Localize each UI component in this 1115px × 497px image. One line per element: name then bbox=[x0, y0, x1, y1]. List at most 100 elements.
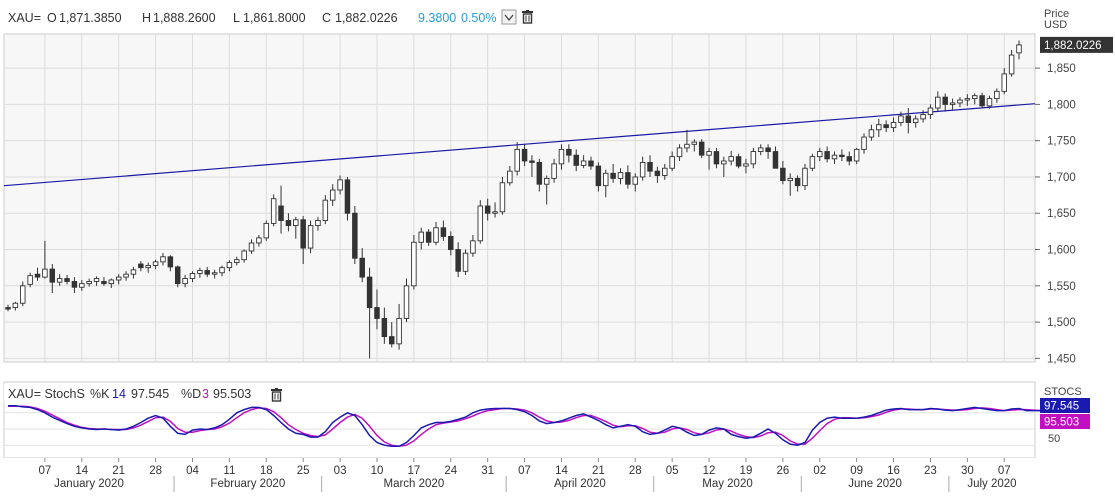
candle bbox=[167, 255, 174, 272]
candle bbox=[300, 216, 306, 265]
candle-body bbox=[411, 241, 417, 287]
candle bbox=[551, 158, 557, 183]
stoch-label: XAU= StochS bbox=[8, 387, 85, 401]
candle bbox=[853, 147, 860, 164]
candle-body bbox=[529, 160, 535, 163]
candle-body bbox=[580, 160, 587, 166]
candle-body bbox=[20, 285, 26, 304]
candle-body bbox=[676, 147, 683, 158]
candle bbox=[388, 322, 395, 348]
candle-body bbox=[64, 278, 70, 282]
candle bbox=[684, 129, 690, 153]
candle bbox=[831, 151, 838, 164]
trash-icon[interactable] bbox=[522, 10, 533, 24]
candle-body bbox=[979, 95, 985, 107]
candle bbox=[396, 303, 402, 350]
candle bbox=[160, 253, 166, 266]
candle bbox=[145, 262, 151, 273]
candle-body bbox=[462, 252, 469, 272]
candle bbox=[86, 278, 92, 287]
candle bbox=[632, 173, 639, 192]
stoch-d-value: 95.503 bbox=[213, 387, 251, 401]
candle-body bbox=[300, 219, 306, 249]
candle-body bbox=[809, 156, 816, 169]
candle bbox=[817, 147, 823, 161]
candle bbox=[344, 176, 351, 221]
candle bbox=[514, 142, 520, 176]
price-plot-area[interactable] bbox=[3, 33, 1036, 363]
price-axis-title: Price bbox=[1044, 8, 1069, 20]
candle bbox=[927, 104, 934, 119]
candle bbox=[529, 155, 535, 177]
candle bbox=[381, 307, 388, 344]
candle bbox=[639, 156, 646, 181]
candle-body bbox=[152, 261, 159, 266]
candle-body bbox=[337, 179, 343, 191]
candle-body bbox=[890, 122, 897, 129]
time-tick-label: 04 bbox=[186, 465, 199, 477]
candle-body bbox=[794, 177, 801, 187]
trendline[interactable] bbox=[3, 103, 1036, 187]
candle bbox=[507, 166, 513, 186]
candle-body bbox=[211, 272, 218, 275]
candle-body bbox=[226, 262, 233, 269]
candle-body bbox=[625, 172, 631, 185]
candle-body bbox=[684, 143, 690, 149]
candle-body bbox=[219, 267, 225, 274]
candle bbox=[499, 176, 506, 215]
candle bbox=[920, 110, 926, 123]
candle-body bbox=[721, 160, 727, 165]
candle bbox=[543, 175, 550, 205]
stoch-trash-icon[interactable] bbox=[271, 388, 282, 402]
candle-body bbox=[839, 154, 845, 158]
candle-body bbox=[241, 250, 247, 261]
candle bbox=[484, 198, 491, 221]
candle-body bbox=[632, 176, 639, 185]
month-label: March 2020 bbox=[384, 478, 445, 490]
candle-body bbox=[757, 147, 764, 153]
candle bbox=[123, 271, 129, 281]
candle bbox=[256, 235, 262, 247]
candle bbox=[780, 160, 786, 185]
time-tick-label: 21 bbox=[112, 465, 125, 477]
stoch-k-badge: 97.545 bbox=[1040, 398, 1090, 413]
stoch-d-badge: 95.503 bbox=[1040, 414, 1090, 429]
candle bbox=[152, 259, 159, 270]
candle bbox=[477, 200, 484, 244]
candle-body bbox=[927, 107, 934, 115]
candle-body bbox=[617, 172, 624, 179]
last-price-badge: 1,882.0226 bbox=[1040, 36, 1113, 53]
candle bbox=[64, 274, 70, 285]
header-low-value: 1,861.8000 bbox=[243, 11, 306, 25]
candle-body bbox=[160, 256, 166, 263]
time-tick-label: 19 bbox=[740, 465, 753, 477]
candle bbox=[765, 144, 771, 159]
candle-body bbox=[440, 227, 447, 237]
price-tick-label: 1,550 bbox=[1047, 281, 1076, 293]
candle-body bbox=[905, 115, 912, 123]
time-axis-months: January 2020 February 2020 March 2020 April… bbox=[54, 476, 1017, 492]
candle bbox=[241, 249, 247, 263]
candle-body bbox=[514, 148, 520, 172]
header-open-value: 1,871.3850 bbox=[59, 11, 122, 25]
candle bbox=[735, 153, 742, 169]
candle bbox=[211, 269, 218, 279]
candle bbox=[189, 271, 196, 283]
stoch-d-period: 3 bbox=[202, 387, 209, 401]
chevron-down-icon[interactable] bbox=[501, 9, 517, 25]
candle-body bbox=[566, 148, 572, 156]
stoch-d-line[interactable] bbox=[8, 403, 1064, 448]
candle bbox=[876, 118, 882, 138]
stoch-header-band bbox=[4, 384, 294, 402]
candle-body bbox=[654, 170, 661, 176]
candle-body bbox=[470, 240, 476, 254]
header-high-label: H bbox=[142, 11, 151, 25]
price-tick-label: 1,800 bbox=[1047, 99, 1076, 111]
candle-body bbox=[639, 161, 646, 178]
candle bbox=[329, 184, 336, 206]
candle bbox=[898, 111, 904, 127]
month-label: April 2020 bbox=[554, 478, 606, 490]
candle-body bbox=[551, 163, 557, 179]
stoch-k-line[interactable] bbox=[8, 402, 1064, 448]
candle bbox=[1008, 49, 1015, 77]
